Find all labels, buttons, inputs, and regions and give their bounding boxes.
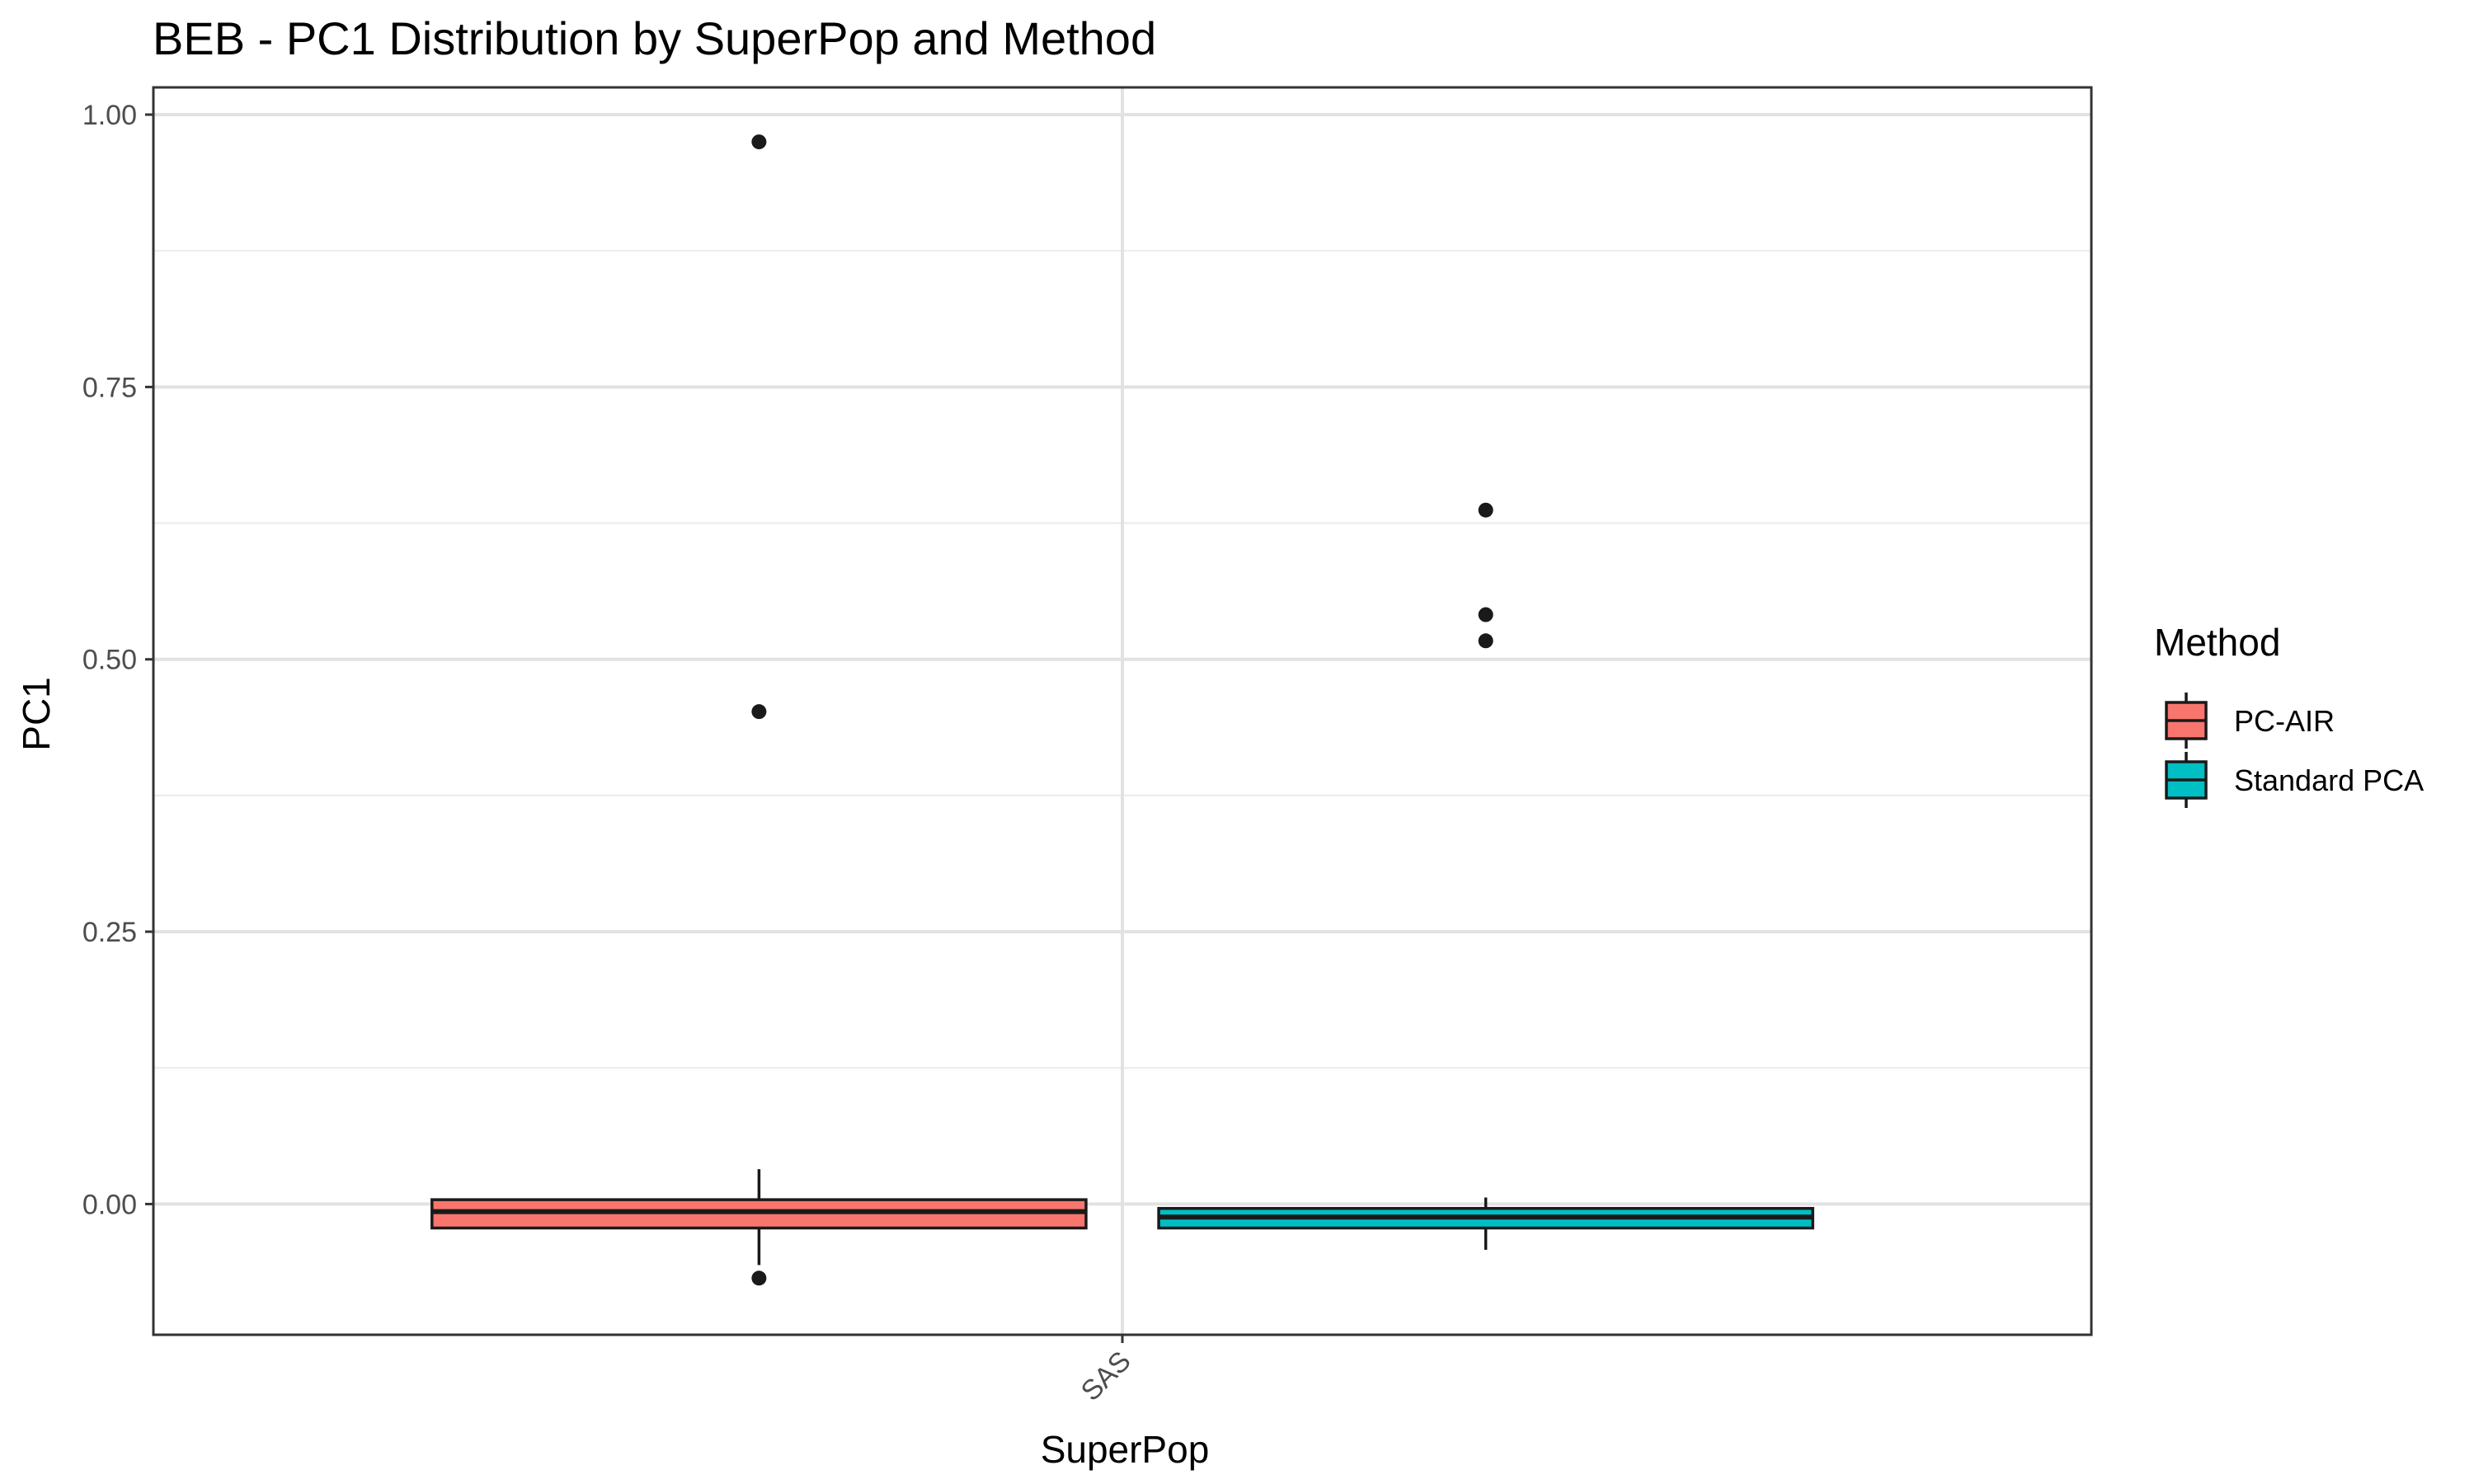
legend-key-pc-air — [2165, 693, 2208, 749]
panel-border — [152, 86, 2093, 1336]
outlier-point — [751, 134, 767, 150]
legend-label: Standard PCA — [2234, 763, 2424, 797]
x-tick-label: SAS — [1075, 1345, 1137, 1407]
x-axis-title: SuperPop — [1041, 1428, 1210, 1471]
outlier-point — [1478, 502, 1493, 518]
y-axis-title: PC1 — [15, 677, 58, 750]
plot-area: 0.00 0.25 0.50 0.75 1.00 SAS — [82, 86, 2093, 1407]
legend-label: PC-AIR — [2234, 704, 2335, 738]
outlier-point — [1478, 633, 1493, 649]
chart-title: BEB - PC1 Distribution by SuperPop and M… — [153, 12, 1156, 64]
outlier-point — [751, 1270, 767, 1286]
y-tick-label: 1.00 — [82, 100, 137, 131]
legend: Method PC-AIR Standard PCA — [2154, 621, 2424, 808]
legend-title: Method — [2154, 621, 2280, 664]
box-pc-air — [430, 134, 1088, 1286]
outlier-point — [1478, 607, 1493, 622]
box-standard-pca — [1157, 502, 1814, 1250]
y-tick-label: 0.00 — [82, 1189, 137, 1220]
legend-key-standard-pca — [2165, 752, 2208, 808]
y-tick-label: 0.25 — [82, 917, 137, 948]
y-tick-label: 0.50 — [82, 645, 137, 676]
y-tick-label: 0.75 — [82, 372, 137, 403]
outlier-point — [751, 704, 767, 720]
